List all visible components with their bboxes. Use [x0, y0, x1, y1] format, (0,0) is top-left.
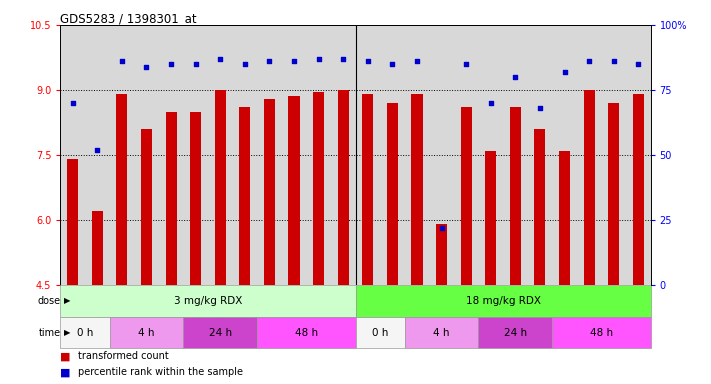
Bar	[510, 107, 521, 285]
Bar	[485, 151, 496, 285]
Point	[67, 100, 78, 106]
Bar	[356, 317, 405, 348]
Text: 3 mg/kg RDX: 3 mg/kg RDX	[173, 296, 242, 306]
Text: ■: ■	[60, 351, 71, 361]
Text: transformed count: transformed count	[78, 351, 169, 361]
Bar	[608, 103, 619, 285]
Bar	[166, 112, 176, 285]
Point	[313, 56, 324, 62]
Text: 48 h: 48 h	[295, 328, 318, 338]
Bar	[60, 317, 109, 348]
Bar	[338, 90, 348, 285]
Point	[190, 61, 201, 67]
Point	[92, 147, 103, 153]
Point	[559, 69, 570, 75]
Bar	[479, 317, 552, 348]
Bar	[117, 94, 127, 285]
Text: ■: ■	[60, 367, 71, 377]
Point	[411, 58, 422, 65]
Bar	[183, 317, 257, 348]
Point	[633, 61, 644, 67]
Point	[584, 58, 595, 65]
Bar	[68, 159, 78, 285]
Bar	[190, 112, 201, 285]
Point	[141, 63, 152, 70]
Bar	[264, 99, 275, 285]
Point	[362, 58, 373, 65]
Text: 0 h: 0 h	[77, 328, 93, 338]
Point	[387, 61, 398, 67]
Point	[485, 100, 496, 106]
Point	[264, 58, 275, 65]
Bar	[436, 224, 447, 285]
Bar	[215, 90, 226, 285]
Point	[239, 61, 250, 67]
Bar	[412, 94, 422, 285]
Bar	[552, 317, 651, 348]
Point	[436, 225, 447, 231]
Bar	[356, 285, 651, 317]
Bar	[535, 129, 545, 285]
Point	[215, 56, 226, 62]
Bar	[141, 129, 152, 285]
Point	[116, 58, 127, 65]
Text: ▶: ▶	[64, 296, 70, 305]
Text: ▶: ▶	[64, 328, 70, 337]
Point	[166, 61, 177, 67]
Text: 4 h: 4 h	[433, 328, 450, 338]
Bar	[240, 107, 250, 285]
Bar	[109, 317, 183, 348]
Bar	[559, 151, 570, 285]
Bar	[584, 90, 594, 285]
Point	[338, 56, 349, 62]
Point	[289, 58, 300, 65]
Text: GDS5283 / 1398301_at: GDS5283 / 1398301_at	[60, 12, 197, 25]
Bar	[60, 285, 356, 317]
Bar	[461, 107, 471, 285]
Bar	[387, 103, 398, 285]
Text: 24 h: 24 h	[209, 328, 232, 338]
Text: 48 h: 48 h	[590, 328, 613, 338]
Point	[510, 74, 521, 80]
Bar	[92, 211, 103, 285]
Text: 24 h: 24 h	[504, 328, 527, 338]
Bar	[257, 317, 356, 348]
Bar	[633, 94, 643, 285]
Bar	[313, 92, 324, 285]
Bar	[405, 317, 479, 348]
Text: 4 h: 4 h	[138, 328, 155, 338]
Text: time: time	[38, 328, 60, 338]
Text: 18 mg/kg RDX: 18 mg/kg RDX	[466, 296, 540, 306]
Text: dose: dose	[37, 296, 60, 306]
Point	[608, 58, 619, 65]
Text: 0 h: 0 h	[372, 328, 388, 338]
Point	[461, 61, 472, 67]
Bar	[289, 96, 299, 285]
Bar	[363, 94, 373, 285]
Text: percentile rank within the sample: percentile rank within the sample	[78, 367, 243, 377]
Point	[534, 105, 545, 111]
